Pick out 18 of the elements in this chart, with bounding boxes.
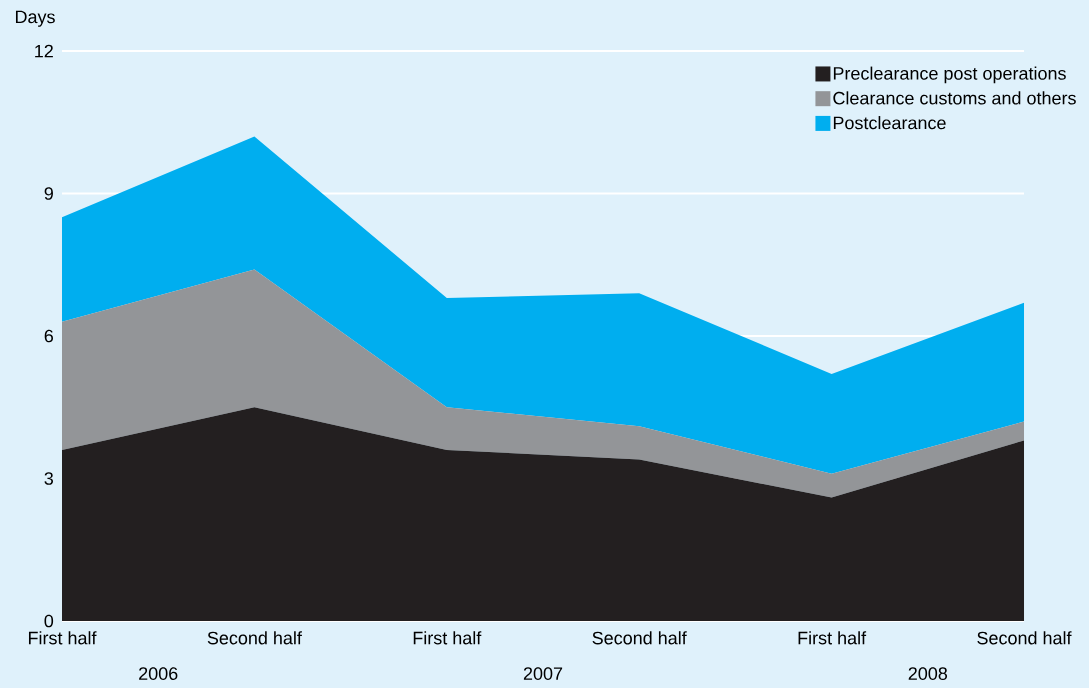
y-tick-label: 6 xyxy=(44,329,54,343)
x-tick-label: Second half xyxy=(207,631,302,645)
y-tick-label: 3 xyxy=(44,472,54,485)
y-tick-label: 0 xyxy=(44,614,54,628)
legend-label: Preclearance post operations xyxy=(833,66,1066,84)
x-tick-label: First half xyxy=(28,631,97,645)
x-tick-label: First half xyxy=(413,631,482,645)
legend-label: Clearance customs and others xyxy=(833,91,1076,105)
y-tick-label: 12 xyxy=(35,44,53,58)
y-tick-label: 9 xyxy=(44,187,53,200)
y-axis-title: Days xyxy=(15,10,55,27)
text: 2006 xyxy=(139,667,178,680)
x-tick-label: Second half xyxy=(977,631,1072,645)
x-tick-label: First half xyxy=(798,631,867,645)
legend-label: Postclearance xyxy=(833,116,946,130)
text: 2008 xyxy=(908,667,948,680)
text: 2007 xyxy=(523,667,563,680)
x-tick-label: Second half xyxy=(592,631,687,645)
